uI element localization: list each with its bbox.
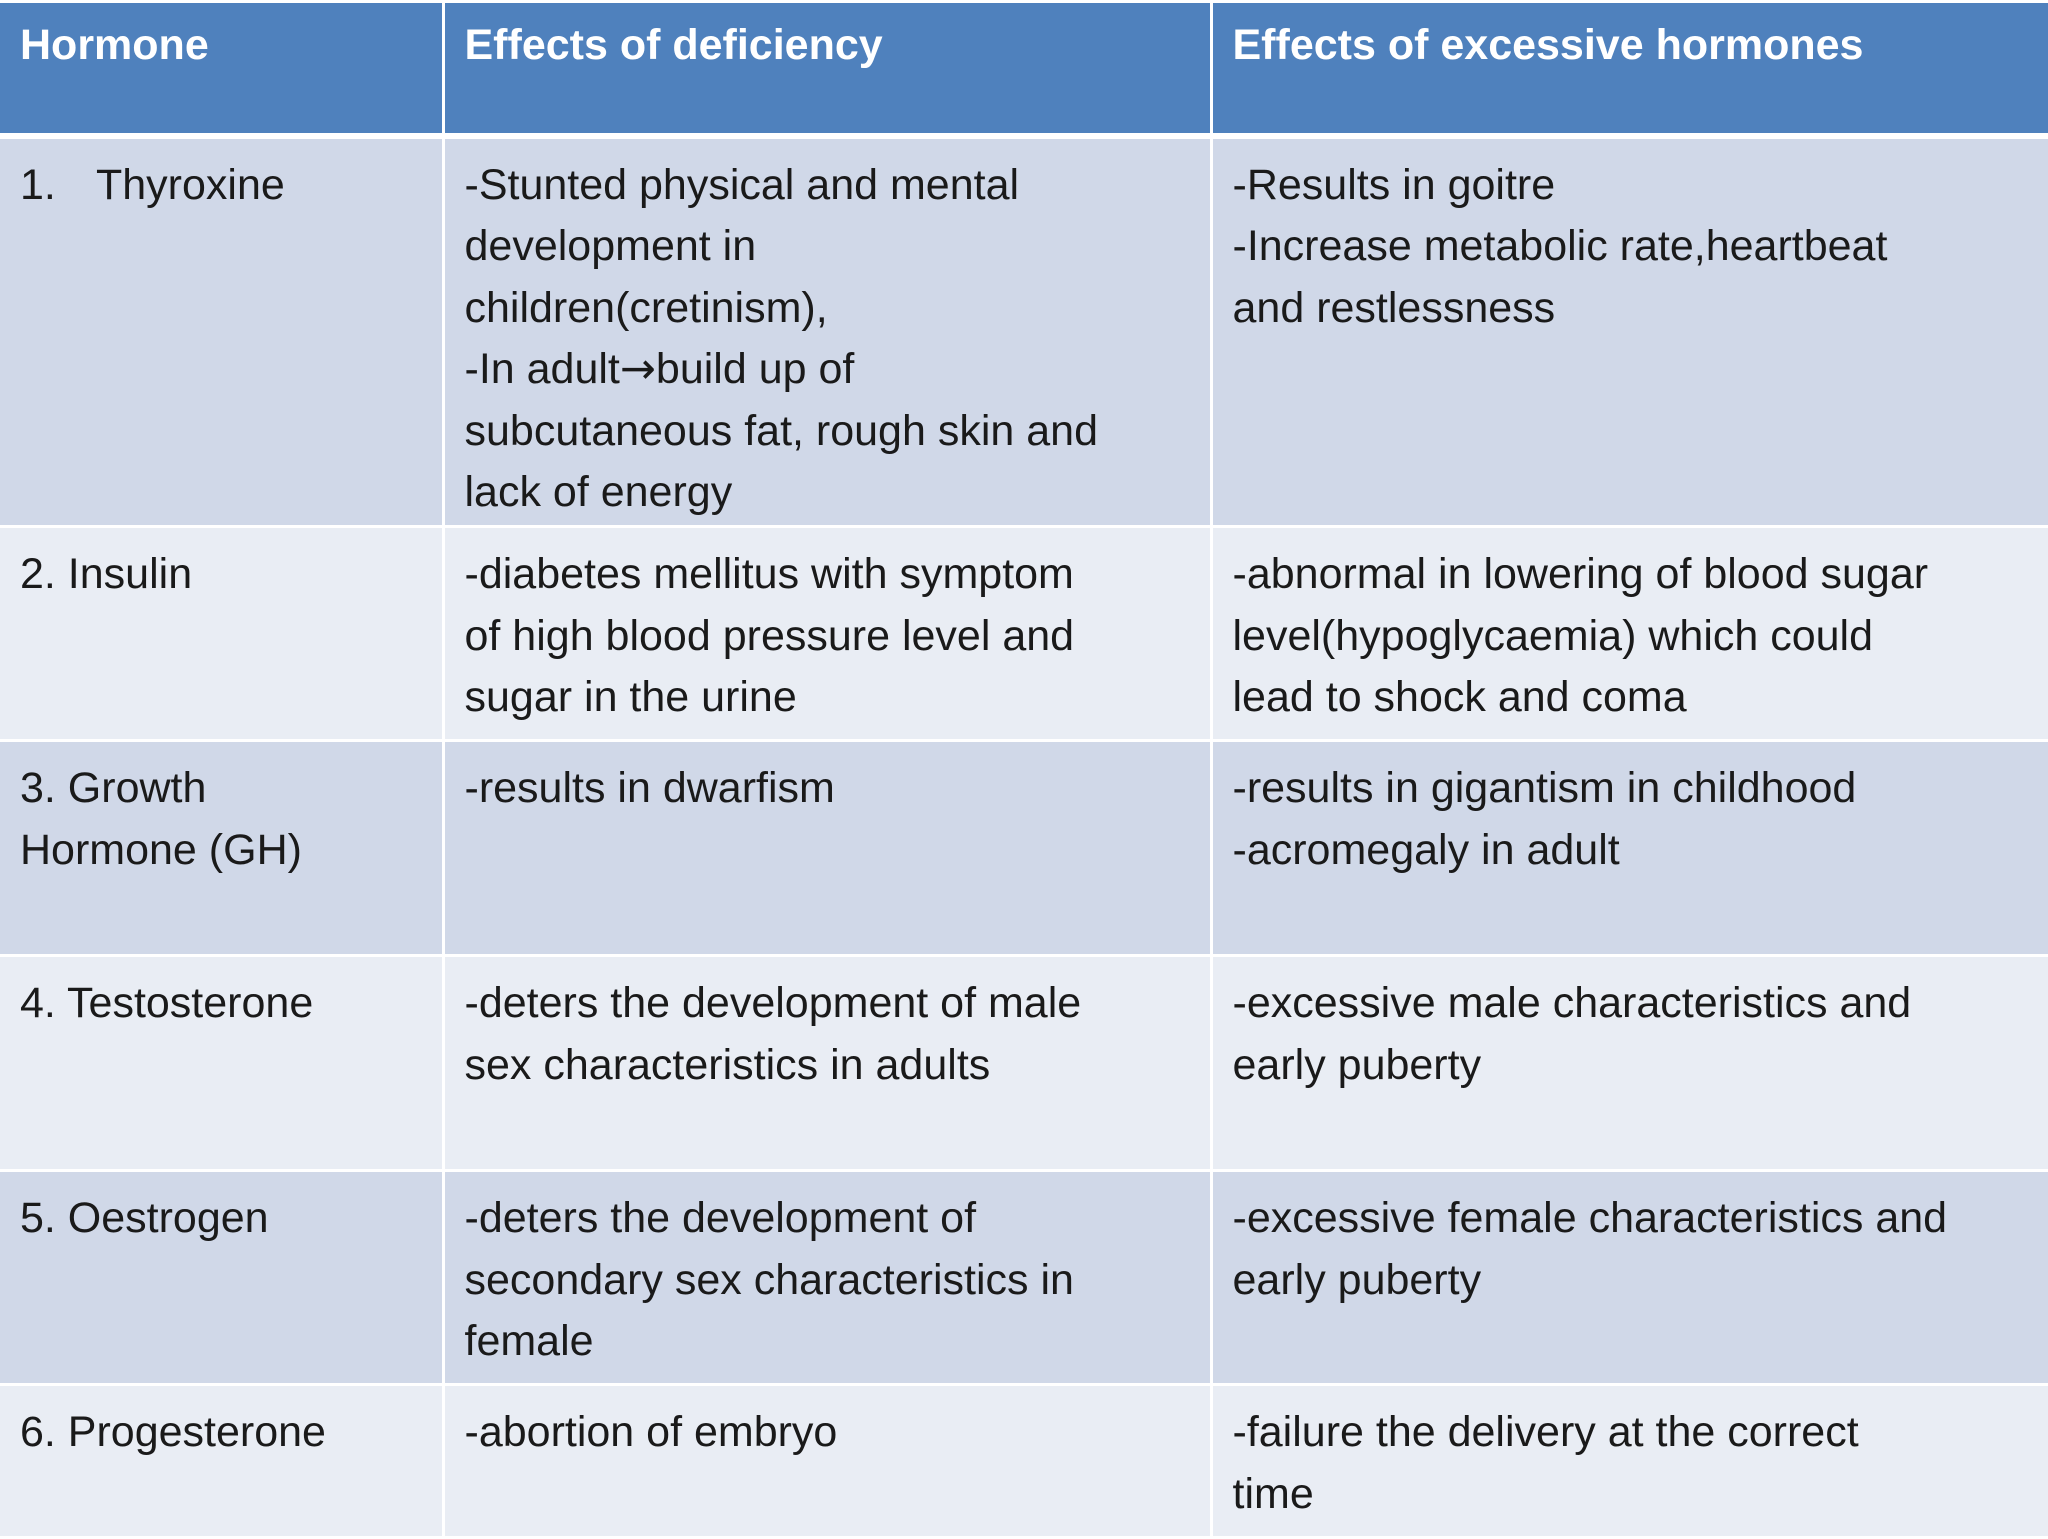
cell-line: sex characteristics in adults	[464, 1040, 991, 1089]
deficiency-cell: -deters the development of male sex char…	[441, 954, 1213, 1172]
deficiency-cell: -results in dwarfism	[441, 739, 1213, 957]
deficiency-cell: -abortion of embryo	[441, 1383, 1213, 1539]
excess-cell: -results in gigantism in childhood -acro…	[1209, 739, 2048, 957]
hormone-cell: 6. Progesterone	[0, 1383, 445, 1539]
deficiency-cell: -Stunted physical and mental development…	[441, 134, 1213, 528]
table-row: 1. Thyroxine -Stunted physical and mental…	[0, 134, 2048, 528]
cell-line: of high blood pressure level and	[464, 611, 1075, 660]
cell-line: secondary sex characteristics in	[464, 1255, 1074, 1304]
cell-line: development in	[464, 222, 757, 270]
excess-cell: -failure the delivery at the correct tim…	[1209, 1383, 2048, 1539]
hormone-cell: 3. Growth Hormone (GH)	[0, 739, 445, 957]
hormone-name: Thyroxine	[96, 160, 285, 209]
cell-line: lead to shock and coma	[1232, 673, 1687, 721]
cell-line: -abortion of embryo	[464, 1408, 838, 1456]
cell-line: female	[464, 1317, 594, 1365]
header-hormone: Hormone	[0, 0, 445, 139]
cell-line: time	[1232, 1469, 1314, 1518]
hormone-cell: 4. Testosterone	[0, 954, 445, 1172]
excess-cell: -excessive female characteristics and ea…	[1209, 1169, 2048, 1386]
cell-line: -Results in goitre	[1232, 160, 1556, 209]
cell-line: -deters the development of male	[464, 979, 1082, 1027]
cell-line: -failure the delivery at the correct	[1232, 1408, 1859, 1456]
cell-line: early puberty	[1232, 1255, 1482, 1304]
deficiency-cell: -deters the development of secondary sex…	[441, 1169, 1213, 1386]
cell-line: and restlessness	[1232, 283, 1556, 332]
cell-line: early puberty	[1232, 1040, 1482, 1089]
table-row: 6. Progesterone -abortion of embryo -fai…	[0, 1383, 2048, 1539]
cell-line-part: -In adult	[464, 345, 620, 393]
cell-line: -abnormal in lowering of blood sugar	[1232, 550, 1929, 598]
cell-line: subcutaneous fat, rough skin and	[464, 406, 1099, 455]
table-row: 2. Insulin -diabetes mellitus with sympt…	[0, 525, 2048, 742]
table-row: 4. Testosterone -deters the development …	[0, 954, 2048, 1172]
excess-cell: -excessive male characteristics and earl…	[1209, 954, 2048, 1172]
cell-line: -excessive male characteristics and	[1232, 979, 1912, 1027]
table-row: 5. Oestrogen -deters the development of …	[0, 1169, 2048, 1386]
hormone-name: 4. Testosterone	[20, 979, 314, 1027]
cell-line: -results in gigantism in childhood	[1232, 764, 1857, 812]
deficiency-cell: -diabetes mellitus with symptom of high …	[441, 525, 1213, 742]
cell-line: -diabetes mellitus with symptom	[464, 550, 1074, 598]
hormone-name: 6. Progesterone	[20, 1408, 326, 1456]
arrow-right-icon: →	[619, 344, 656, 394]
header-deficiency: Effects of deficiency	[441, 0, 1213, 139]
cell-line: lack of energy	[464, 468, 733, 516]
cell-line: -Increase metabolic rate,heartbeat	[1232, 222, 1888, 270]
cell-line: children(cretinism),	[464, 283, 828, 332]
cell-line: -results in dwarfism	[464, 764, 835, 812]
hormone-name: 2. Insulin	[20, 550, 193, 598]
hormone-cell: 2. Insulin	[0, 525, 445, 742]
header-excess: Effects of excessive hormones	[1209, 0, 2048, 139]
hormone-name: 3. Growth	[20, 764, 207, 812]
cell-line: -excessive female characteristics and	[1232, 1194, 1948, 1242]
excess-cell: -abnormal in lowering of blood sugar lev…	[1209, 525, 2048, 742]
cell-line: -deters the development of	[464, 1194, 977, 1242]
table-row: 3. Growth Hormone (GH) -results in dwarf…	[0, 739, 2048, 957]
hormone-cell: 1. Thyroxine	[0, 134, 445, 528]
cell-line: sugar in the urine	[464, 673, 797, 721]
hormone-name: 5. Oestrogen	[20, 1194, 269, 1242]
hormone-name: Hormone (GH)	[20, 825, 302, 874]
hormone-number: 1.	[20, 160, 56, 209]
hormone-cell: 5. Oestrogen	[0, 1169, 445, 1386]
cell-line: -Stunted physical and mental	[464, 160, 1020, 209]
excess-cell: -Results in goitre -Increase metabolic r…	[1209, 134, 2048, 528]
cell-line: level(hypoglycaemia) which could	[1232, 611, 1874, 660]
table-header-row: Hormone Effects of deficiency Effects of…	[0, 0, 2048, 139]
cell-line: -acromegaly in adult	[1232, 825, 1620, 874]
cell-line-part: build up of	[655, 345, 855, 393]
